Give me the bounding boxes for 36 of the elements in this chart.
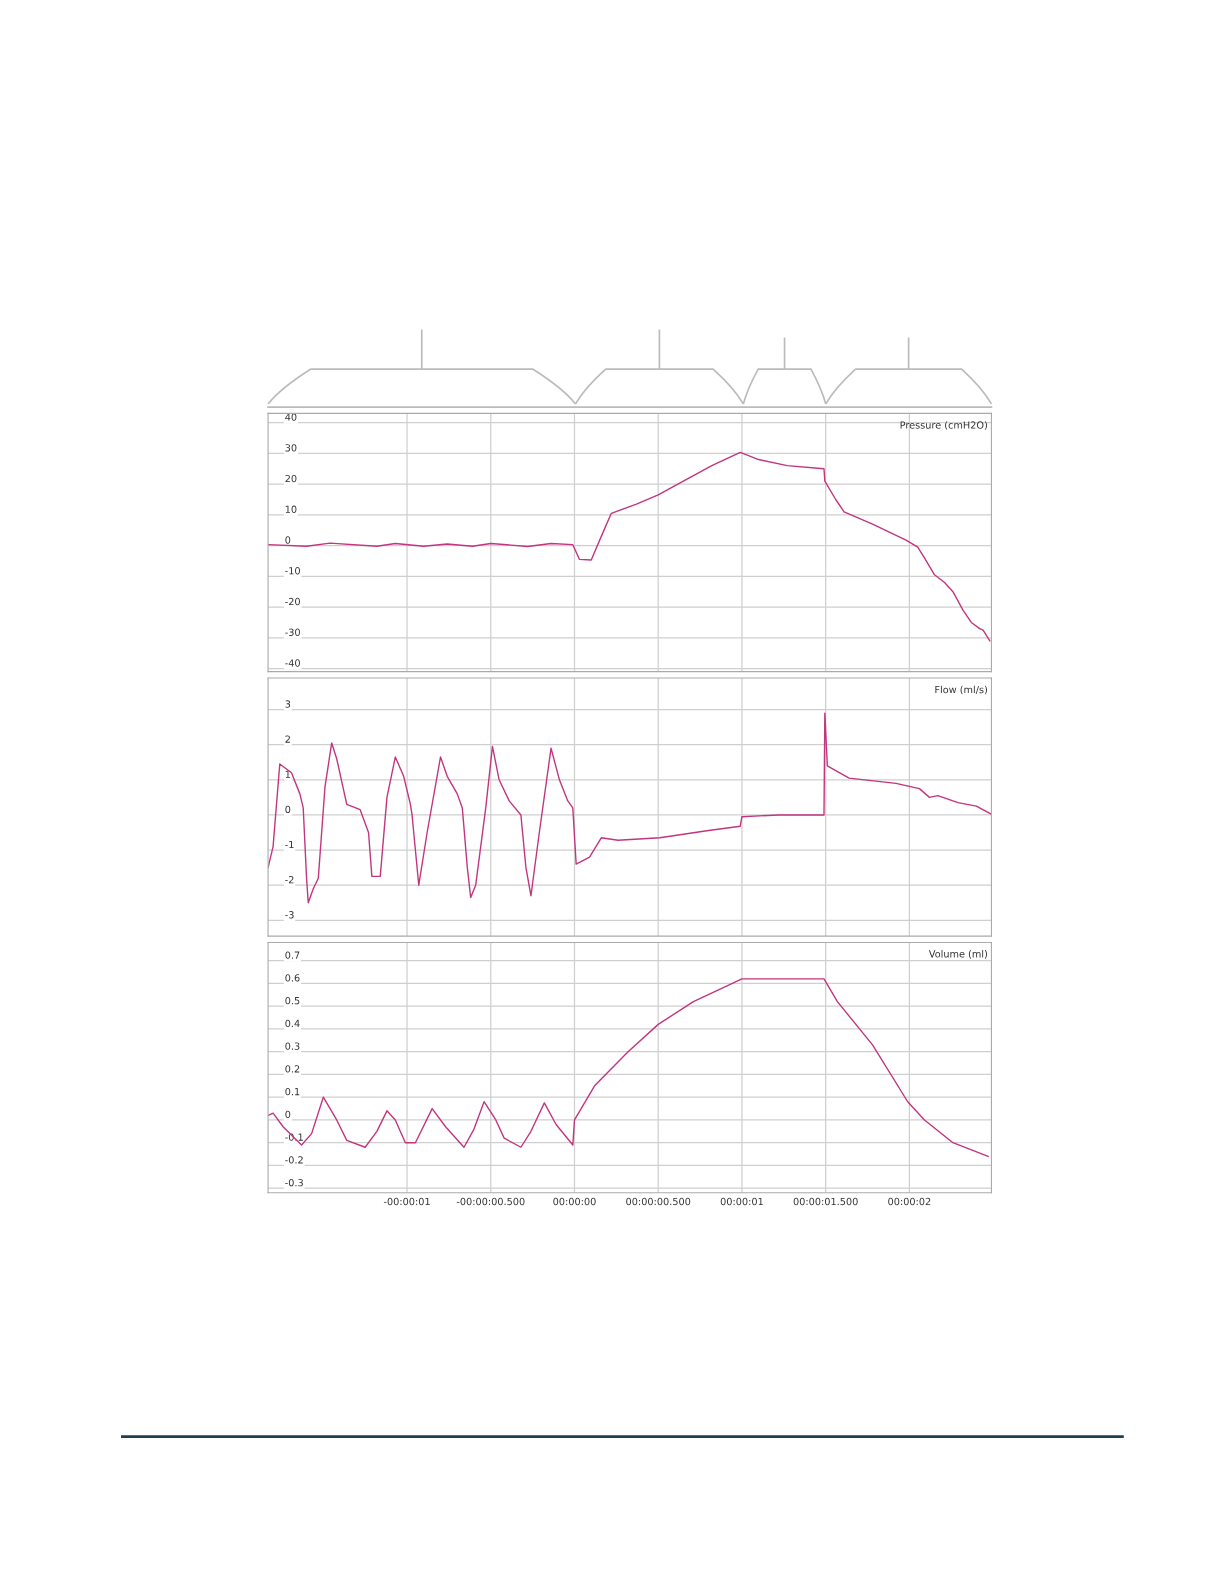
y-tick-label: -3 [285, 911, 294, 919]
y-tick-label: 1 [285, 770, 291, 778]
x-tick-label: -00:00:01 [383, 1197, 430, 1206]
y-tick-label: 0.4 [285, 1019, 300, 1028]
y-tick-label: -1 [285, 840, 294, 849]
y-tick-label: -20 [285, 597, 300, 606]
y-tick-label: 0.1 [285, 1087, 300, 1096]
x-tick-label: 00:00:01.500 [793, 1197, 858, 1206]
y-tick-label: -40 [285, 659, 300, 667]
y-tick-label: 3 [285, 700, 291, 708]
y-tick-label: 0.7 [285, 951, 300, 959]
y-tick-label: -0.3 [285, 1178, 303, 1187]
x-tick-label: -00:00:00.500 [456, 1197, 525, 1206]
y-tick-label: -30 [285, 628, 300, 636]
y-tick-label: 0 [285, 805, 291, 814]
x-tick-label: 00:00:01 [720, 1197, 763, 1206]
x-tick-label: 00:00:02 [888, 1197, 931, 1206]
y-tick-label: 30 [285, 444, 297, 452]
y-tick-label: 0.5 [285, 996, 300, 1005]
y-tick-label: -10 [285, 567, 300, 575]
y-tick-label: 10 [285, 505, 297, 513]
y-tick-label: -2 [285, 875, 294, 884]
text: Pressure (cmH2O) [900, 421, 987, 430]
x-tick-label: 00:00:00 [553, 1197, 596, 1206]
y-tick-label: 0.6 [285, 974, 300, 982]
y-tick-label: 0 [285, 1110, 291, 1119]
y-tick-label: -0.2 [285, 1156, 303, 1164]
x-tick-label: 00:00:00.500 [626, 1197, 691, 1206]
text: Flow (ml/s) [935, 685, 987, 695]
y-tick-label: 2 [285, 735, 290, 743]
y-tick-label: 0.3 [285, 1042, 300, 1050]
y-tick-label: 0 [285, 536, 291, 544]
y-tick-label: 40 [285, 413, 297, 421]
y-tick-label: 0.2 [285, 1065, 300, 1073]
y-tick-label: 20 [285, 474, 297, 483]
text: Volume (ml) [928, 949, 987, 959]
